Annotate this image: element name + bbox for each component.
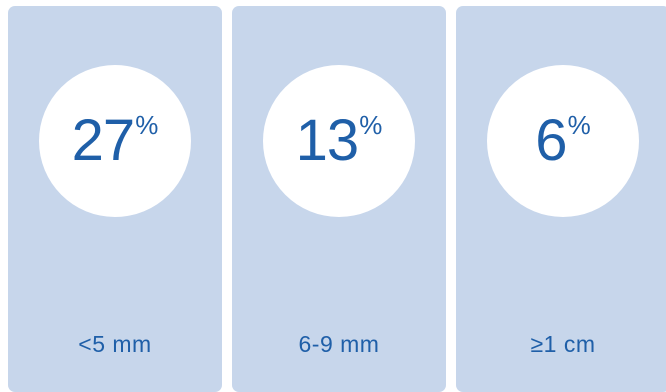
size-label: ≥1 cm (530, 331, 596, 357)
stat-value: 13 (295, 108, 360, 173)
stat-value-group: 6 % (535, 112, 590, 170)
size-label: <5 mm (78, 331, 152, 357)
stat-circle: 6 % (487, 65, 639, 217)
stat-card-medium: 13 % 6-9 mm (232, 6, 446, 392)
percent-sign: % (135, 110, 159, 140)
stat-value: 6 (535, 108, 567, 173)
percent-sign: % (359, 110, 383, 140)
stat-circle: 27 % (39, 65, 191, 217)
stat-value: 27 (71, 108, 136, 173)
stat-card-large: 6 % ≥1 cm (456, 6, 666, 392)
size-label: 6-9 mm (298, 331, 380, 357)
stat-value-group: 27 % (72, 112, 159, 170)
stat-card-small: 27 % <5 mm (8, 6, 222, 392)
percent-sign: % (567, 110, 591, 140)
stat-circle: 13 % (263, 65, 415, 217)
stat-value-group: 13 % (296, 112, 383, 170)
